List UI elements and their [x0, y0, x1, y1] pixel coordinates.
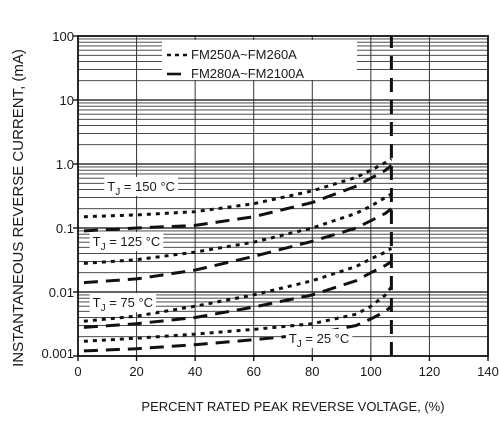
x-tick-labels: 0 20 40 60 80 100 120 140 [74, 364, 498, 379]
y-axis-title: INSTANTANEOUS REVERSE CURRENT, (mA) [10, 49, 27, 367]
plot-frame [77, 35, 489, 357]
y-tick-label: 0.01 [49, 285, 74, 300]
x-tick-label: 120 [419, 364, 441, 379]
temperature-label-background [89, 232, 164, 252]
legend-background [162, 40, 357, 80]
y-tick-label: 0.1 [56, 221, 74, 236]
y-tick-label: 1.0 [56, 157, 74, 172]
x-tick-label: 20 [129, 364, 143, 379]
temperature-label: TJ = 150 °C [107, 179, 175, 198]
series-line [83, 247, 393, 323]
x-tick-label: 0 [74, 364, 81, 379]
x-axis-title: PERCENT RATED PEAK REVERSE VOLTAGE, (%) [141, 399, 444, 414]
series-line [83, 286, 393, 343]
temperature-label-background [285, 328, 353, 348]
y-tick-label: 10 [60, 93, 74, 108]
temperature-label: TJ = 125 °C [93, 234, 161, 253]
series-line [83, 164, 393, 233]
temperature-label: TJ = 75 °C [93, 295, 153, 314]
temperature-label-background [89, 293, 157, 313]
temperature-label-background [104, 176, 178, 196]
series-line [83, 192, 393, 265]
axis-ticks [73, 35, 489, 361]
series-line [83, 157, 393, 219]
x-tick-label: 140 [477, 364, 499, 379]
y-tick-label: 100 [52, 29, 74, 44]
legend: FM250A~FM260A FM280A~FM2100A [162, 40, 357, 81]
series-line [83, 260, 393, 329]
legend-label-fm250a-fm260a: FM250A~FM260A [191, 47, 297, 62]
y-tick-labels: 0.001 0.01 0.1 1.0 10 100 [41, 29, 74, 361]
legend-label-fm280a-fm2100a: FM280A~FM2100A [191, 66, 304, 81]
temperature-labels: TJ = 150 °C TJ = 125 °C TJ = 75 °C TJ = 25 … [89, 176, 353, 350]
x-tick-label: 80 [305, 364, 319, 379]
temperature-label: TJ = 25 °C [289, 331, 349, 350]
y-tick-label: 0.001 [41, 346, 74, 361]
x-tick-label: 100 [360, 364, 382, 379]
series-line [83, 207, 393, 285]
x-tick-label: 60 [246, 364, 260, 379]
x-tick-label: 40 [188, 364, 202, 379]
